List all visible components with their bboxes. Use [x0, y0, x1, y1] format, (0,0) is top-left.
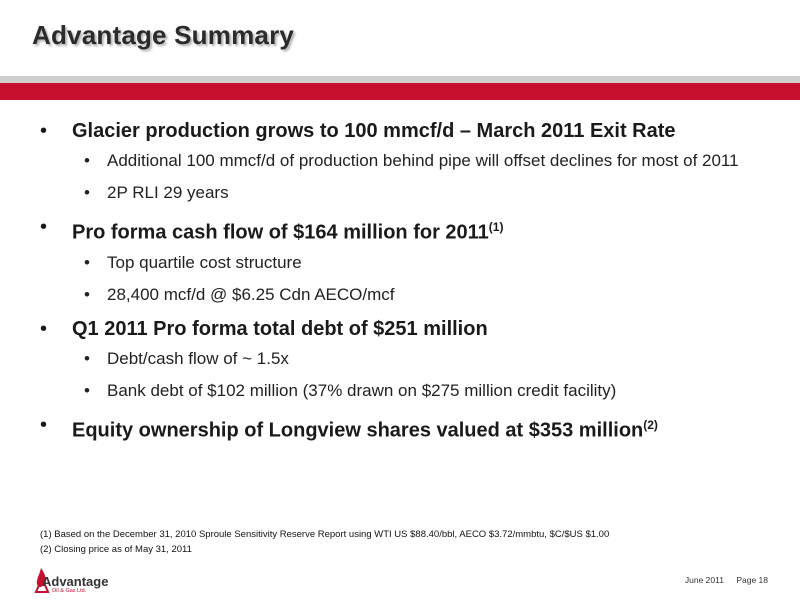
sub-bullet-text: Bank debt of $102 million (37% drawn on … — [107, 380, 617, 400]
bullet-text: Glacier production grows to 100 mmcf/d –… — [72, 120, 676, 142]
footer: June 2011 Page 18 — [675, 575, 768, 585]
bullet-text: Q1 2011 Pro forma total debt of $251 mil… — [72, 317, 488, 340]
logo-wordmark: Advantage — [42, 574, 109, 589]
footnote-ref: (2) — [643, 417, 658, 432]
bullet-text: Equity ownership of Longview shares valu… — [72, 419, 644, 442]
footer-date: June 2011 — [684, 575, 724, 585]
bullet-list: • Glacier production grows to 100 mmcf/d… — [40, 118, 790, 453]
sub-bullet-text: Debt/cash flow of ~ 1.5x — [107, 348, 289, 368]
sub-bullet-dot-icon: • — [84, 380, 90, 400]
bullet-dot-icon: • — [40, 120, 48, 142]
bullet-main: • Glacier production grows to 100 mmcf/d… — [40, 118, 790, 144]
sub-bullet: • 28,400 mcf/d @ $6.25 Cdn AECO/mcf — [40, 284, 790, 306]
sub-bullet-dot-icon: • — [84, 284, 90, 304]
bullet-dot-icon: • — [40, 216, 48, 238]
flame-icon — [34, 568, 50, 593]
sub-bullet-list: • Debt/cash flow of ~ 1.5x • Bank debt o… — [40, 348, 790, 402]
footnote-ref: (1) — [488, 220, 504, 234]
sub-bullet-text: Additional 100 mmcf/d of production behi… — [107, 151, 739, 170]
sub-bullet-dot-icon: • — [84, 252, 90, 272]
sub-bullet: • Bank debt of $102 million (37% drawn o… — [40, 380, 790, 402]
bullet-group: • Pro forma cash flow of $164 million fo… — [40, 214, 790, 306]
sub-bullet-text: 2P RLI 29 years — [107, 183, 229, 202]
sub-bullet: • Additional 100 mmcf/d of production be… — [40, 150, 790, 172]
page-number: Page 18 — [736, 575, 768, 585]
sub-bullet-text: Top quartile cost structure — [107, 252, 302, 272]
sub-bullet: • Debt/cash flow of ~ 1.5x — [40, 348, 790, 370]
sub-bullet-list: • Additional 100 mmcf/d of production be… — [40, 150, 790, 204]
sub-bullet-list: • Top quartile cost structure • 28,400 m… — [40, 252, 790, 306]
sub-bullet-dot-icon: • — [84, 183, 90, 202]
footnote: (1) Based on the December 31, 2010 Sprou… — [40, 529, 610, 540]
bullet-main: • Equity ownership of Longview shares va… — [40, 412, 790, 444]
bullet-text: Pro forma cash flow of $164 million for … — [72, 221, 489, 244]
header-band-grey — [0, 76, 800, 83]
header-band-red — [0, 83, 800, 100]
sub-bullet-dot-icon: • — [84, 151, 90, 170]
bullet-main: • Pro forma cash flow of $164 million fo… — [40, 214, 790, 246]
slide-title: Advantage Summary — [32, 20, 295, 50]
footnote: (2) Closing price as of May 31, 2011 — [40, 544, 192, 555]
bullet-main: • Q1 2011 Pro forma total debt of $251 m… — [40, 316, 790, 342]
company-logo: Advantage Oil & Gas Ltd. — [32, 566, 142, 596]
sub-bullet: • Top quartile cost structure — [40, 252, 790, 274]
bullet-dot-icon: • — [40, 413, 48, 436]
bullet-group: • Equity ownership of Longview shares va… — [40, 412, 790, 444]
bullet-dot-icon: • — [40, 317, 48, 340]
sub-bullet: • 2P RLI 29 years — [40, 182, 790, 204]
logo-tagline: Oil & Gas Ltd. — [52, 588, 87, 594]
sub-bullet-text: 28,400 mcf/d @ $6.25 Cdn AECO/mcf — [107, 284, 395, 304]
footnotes: (1) Based on the December 31, 2010 Sprou… — [40, 527, 780, 557]
bullet-group: • Glacier production grows to 100 mmcf/d… — [40, 118, 790, 204]
sub-bullet-dot-icon: • — [84, 348, 90, 368]
bullet-group: • Q1 2011 Pro forma total debt of $251 m… — [40, 316, 790, 402]
